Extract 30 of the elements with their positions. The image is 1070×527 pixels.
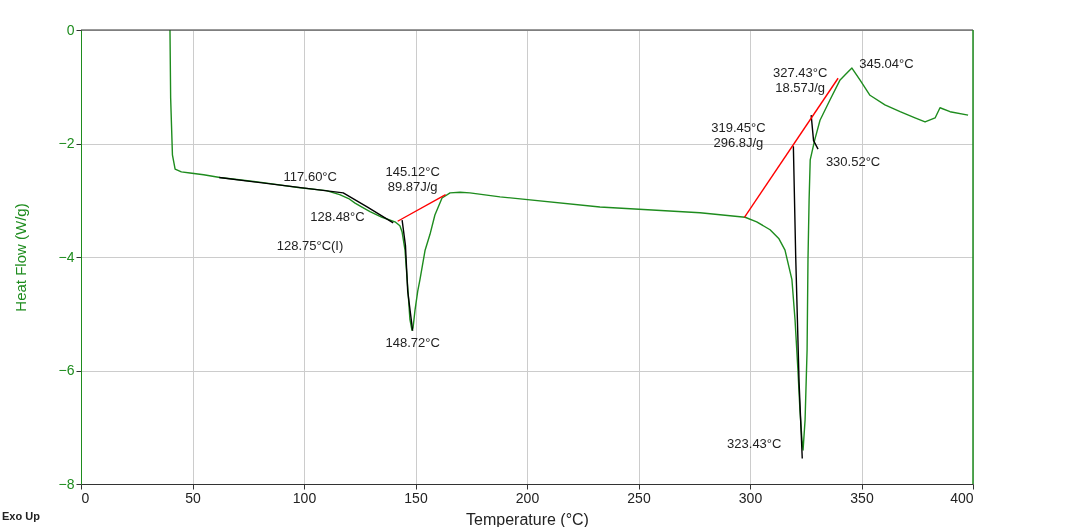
y-tick-label: −4 [58, 248, 75, 265]
line-series [792, 145, 803, 460]
x-tick-label: 150 [404, 489, 428, 506]
x-tick-label: 250 [627, 489, 651, 506]
annotation: 345.04°C [859, 56, 914, 72]
y-axis-title: Heat Flow (W/g) [11, 203, 29, 312]
annotation: 128.48°C [310, 209, 365, 225]
annotation: 117.60°C [283, 168, 337, 184]
x-tick-label: 50 [185, 489, 201, 506]
line-series [401, 219, 414, 332]
x-tick-label: 400 [950, 489, 974, 506]
annotation: 148.72°C [385, 334, 440, 350]
x-axis-title: Temperature (°C) [466, 510, 589, 527]
x-tick-label: 200 [515, 489, 540, 506]
annotation: 128.75°C(I) [276, 238, 344, 253]
y-tick-label: −2 [58, 135, 75, 151]
x-tick-label: 350 [850, 489, 874, 506]
text: Exo Up [2, 510, 41, 522]
annotation: 319.45°C 296.8J/g [711, 120, 766, 151]
x-tick-label: 300 [738, 489, 763, 506]
annotation: 327.43°C 18.57J/g [772, 65, 828, 96]
annotation: 145.12°C 89.87J/g [385, 164, 440, 195]
x-tick-label: 0 [81, 489, 90, 506]
x-tick-label: 100 [292, 489, 317, 506]
line-series [169, 30, 969, 451]
annotation: 323.43°C [727, 436, 782, 452]
y-tick-label: 0 [66, 21, 75, 38]
y-tick-label: −6 [58, 362, 75, 378]
y-tick-label: −8 [58, 475, 75, 492]
annotation: 330.52°C [825, 154, 881, 170]
